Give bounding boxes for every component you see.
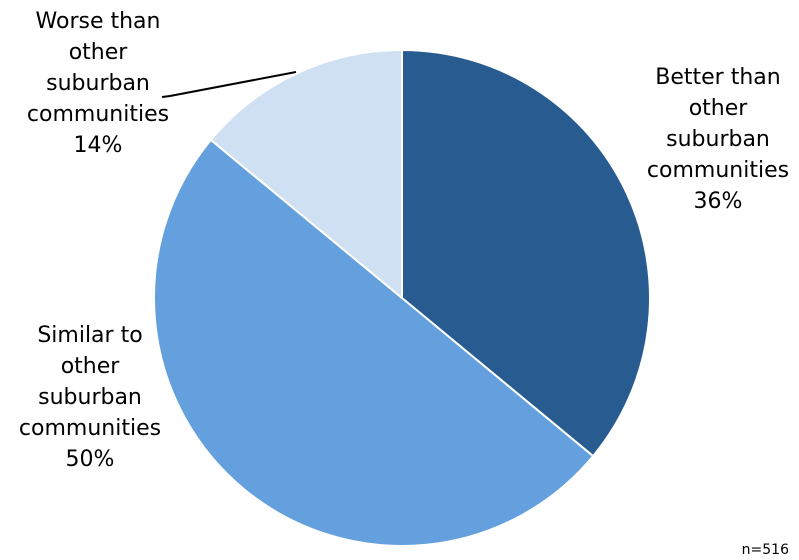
slice-value-label-1: 36% [694,189,743,214]
slice-label-line: communities [19,416,161,441]
slice-label-line: other [689,96,749,121]
slice-label-line: Better than [655,65,780,90]
pie-slice-1 [401,48,651,458]
slice-label-line: suburban [46,71,150,96]
slice-label-line: communities [27,102,169,127]
leader-line-3 [161,71,297,98]
slice-label-2: Similar to other suburban communities 50% [19,323,161,472]
labels-layer: Better than other suburban communities 36% Si… [19,9,789,472]
slice-label-line: suburban [38,385,142,410]
slices-layer [153,48,651,547]
slice-label-line: suburban [666,127,770,152]
slice-label-1: Better than other suburban communities 36% [647,65,789,214]
slice-label-line: Similar to [37,323,142,348]
sample-size-note: n=516 [742,542,789,558]
slice-label-line: other [61,354,121,379]
slice-label-line: other [69,40,129,65]
leader-layer [161,71,297,98]
slice-label-line: Worse than [36,9,161,34]
slice-label-3: Worse than other suburban communities 14% [27,9,169,158]
pie-slice-3 [209,48,403,301]
slice-value-label-2: 50% [66,447,115,472]
slice-value-label-3: 14% [74,133,123,158]
pie-slice-2 [153,138,595,547]
slice-label-line: communities [647,158,789,183]
